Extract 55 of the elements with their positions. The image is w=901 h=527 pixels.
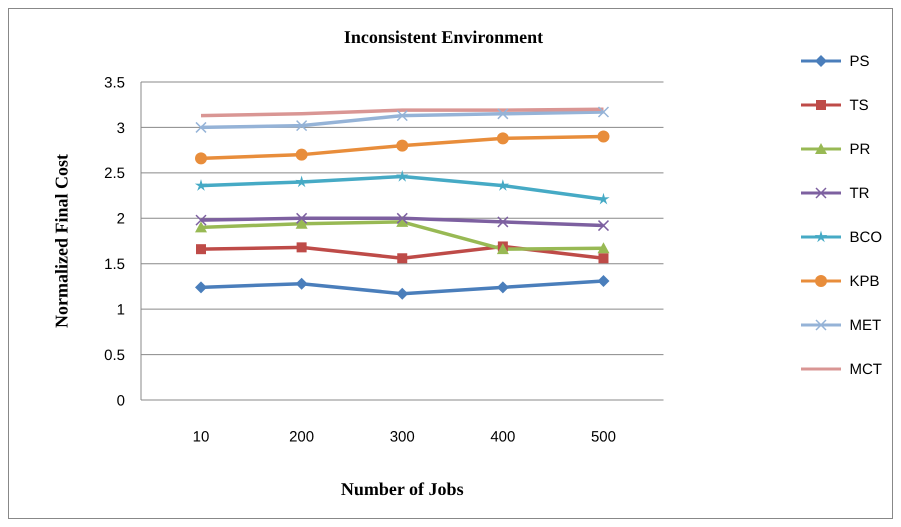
x-tick-label: 500 bbox=[590, 428, 616, 446]
y-tick-label: 0 bbox=[116, 392, 125, 410]
point bbox=[598, 253, 608, 264]
legend-label: TS bbox=[849, 96, 869, 114]
legend-label: BCO bbox=[849, 228, 882, 246]
point bbox=[598, 106, 610, 118]
y-tick-label: 2 bbox=[116, 210, 125, 228]
point bbox=[296, 148, 308, 161]
point bbox=[396, 170, 408, 182]
point bbox=[497, 216, 509, 228]
point bbox=[195, 221, 207, 232]
point bbox=[598, 220, 610, 232]
y-axis-title: Normalized Final Cost bbox=[51, 154, 72, 328]
point bbox=[396, 140, 408, 152]
point bbox=[195, 214, 207, 226]
point bbox=[195, 122, 207, 134]
point bbox=[597, 242, 610, 254]
point bbox=[597, 274, 610, 287]
y-tick-label: 0.5 bbox=[104, 346, 125, 364]
point bbox=[296, 212, 308, 224]
legend-label: MCT bbox=[849, 360, 882, 378]
line-series bbox=[199, 108, 606, 118]
point bbox=[195, 281, 207, 294]
x-tick-label: 400 bbox=[490, 428, 516, 446]
x-axis-title: Number of Jobs bbox=[340, 479, 464, 499]
x-tick-label: 300 bbox=[390, 428, 415, 446]
x-tick-label: 200 bbox=[289, 428, 314, 446]
legend-label: TR bbox=[849, 184, 870, 202]
legend-label: KPB bbox=[849, 272, 880, 290]
point bbox=[194, 179, 208, 191]
point bbox=[496, 132, 509, 144]
point bbox=[296, 120, 308, 132]
point bbox=[295, 175, 308, 188]
legend-label: MET bbox=[849, 316, 882, 334]
point bbox=[196, 244, 206, 254]
point bbox=[396, 110, 408, 122]
point bbox=[296, 242, 307, 252]
point bbox=[396, 288, 408, 300]
chart-title: Inconsistent Environment bbox=[342, 27, 544, 48]
point bbox=[496, 243, 509, 254]
point bbox=[597, 130, 610, 143]
y-tick-label: 1.5 bbox=[104, 256, 125, 274]
y-tick-label: 1 bbox=[116, 301, 125, 318]
point bbox=[195, 152, 207, 164]
point bbox=[496, 281, 509, 294]
point bbox=[497, 108, 509, 120]
legend-label: PR bbox=[849, 140, 870, 158]
point bbox=[396, 212, 408, 224]
x-tick-label: 10 bbox=[192, 428, 210, 446]
y-tick-label: 3.5 bbox=[104, 74, 125, 92]
y-tick-label: 3 bbox=[116, 120, 125, 137]
y-tick-label: 2.5 bbox=[104, 165, 125, 182]
point bbox=[296, 278, 308, 290]
point bbox=[397, 253, 408, 264]
legend-label: PS bbox=[849, 52, 870, 70]
